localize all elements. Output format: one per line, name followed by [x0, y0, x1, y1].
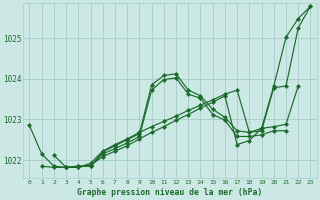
- X-axis label: Graphe pression niveau de la mer (hPa): Graphe pression niveau de la mer (hPa): [77, 188, 263, 197]
